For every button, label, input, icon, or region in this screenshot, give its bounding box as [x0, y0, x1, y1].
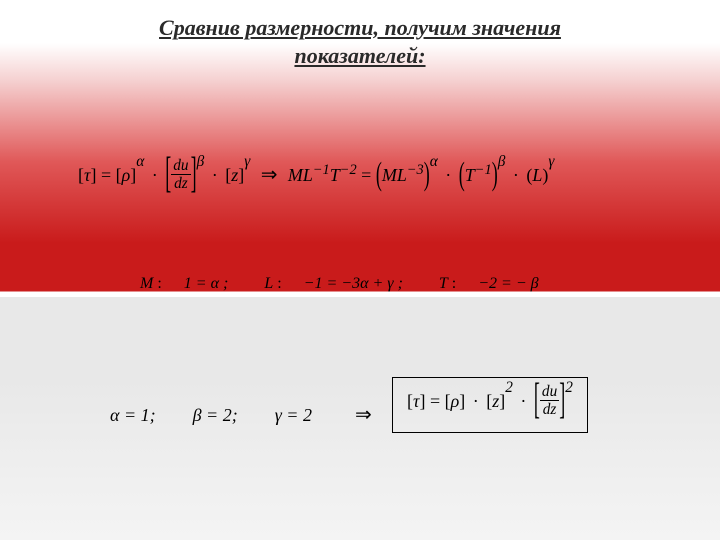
gamma-val: γ = 2 [275, 405, 312, 425]
equation-result: [τ] = [ρ] · [z]2 · [dudz]2 [407, 391, 573, 411]
frac-du-dz: dudz [171, 158, 190, 192]
equation-solution: α = 1; β = 2; γ = 2 ⇒ [110, 403, 378, 427]
result-box: [τ] = [ρ] · [z]2 · [dudz]2 [392, 377, 588, 433]
eq-M: 1 = α ; [184, 275, 229, 292]
slide-title: Сравнив размерности, получим значения по… [0, 0, 720, 69]
exp-alpha: α [136, 153, 144, 170]
title-line-1: Сравнив размерности, получим значения [159, 15, 561, 40]
slide: Сравнив размерности, получим значения по… [0, 0, 720, 540]
alpha-val: α = 1; [110, 405, 156, 425]
sym-L: L [303, 165, 313, 185]
sym-T: T [330, 165, 340, 185]
eq-L: −1 = −3α + γ ; [304, 275, 403, 292]
exp-beta: β [197, 153, 205, 170]
sym-M: M [288, 165, 303, 185]
beta-val: β = 2; [193, 405, 238, 425]
equation-system: M : 1 = α ; L : −1 = −3α + γ ; T : −2 = … [140, 275, 539, 293]
eq-T: −2 = − β [478, 275, 538, 292]
title-line-2: показателей: [294, 43, 425, 68]
sym-rho: ρ [122, 165, 131, 185]
exp-gamma: γ [244, 153, 250, 170]
equation-dimensional: [τ] = [ρ]α · [dudz]β · [z]γ ⇒ ML−1T−2 = … [78, 160, 554, 194]
